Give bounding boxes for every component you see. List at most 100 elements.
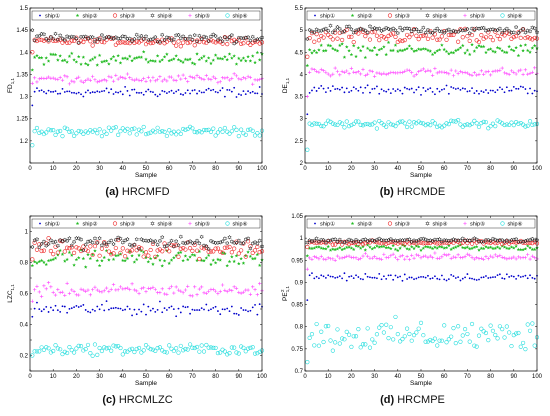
x-tick-label: 60	[441, 374, 448, 380]
data-point	[109, 252, 114, 257]
data-point	[48, 128, 53, 133]
data-point	[257, 250, 262, 255]
data-point	[107, 62, 111, 66]
data-point	[404, 25, 410, 31]
data-point	[326, 43, 331, 47]
data-point	[147, 88, 150, 91]
data-point	[141, 36, 146, 42]
data-point	[219, 313, 222, 316]
data-point	[132, 349, 137, 355]
legend-marker	[188, 13, 192, 18]
data-point	[208, 238, 214, 244]
x-tick-label: 60	[166, 374, 173, 380]
data-point	[530, 46, 535, 50]
data-point	[394, 274, 397, 277]
data-point	[102, 240, 107, 246]
data-point	[307, 237, 312, 243]
data-point	[58, 75, 62, 80]
data-point	[378, 272, 381, 275]
data-point	[218, 56, 223, 61]
data-point	[60, 78, 65, 82]
data-point	[515, 87, 518, 90]
data-point	[324, 70, 328, 75]
data-point	[333, 236, 338, 242]
data-point	[457, 87, 460, 90]
data-point	[353, 237, 359, 243]
data-point	[504, 122, 509, 127]
data-point	[305, 244, 310, 250]
data-point	[409, 244, 414, 249]
data-point	[218, 289, 222, 294]
data-point	[58, 128, 63, 134]
data-point	[213, 33, 218, 39]
data-point	[141, 124, 146, 130]
data-point	[461, 255, 465, 260]
data-point	[88, 58, 93, 62]
data-point	[175, 90, 178, 93]
data-point	[99, 133, 105, 139]
data-point	[463, 246, 467, 250]
data-point	[241, 75, 246, 80]
data-point	[82, 304, 85, 306]
data-point	[467, 30, 472, 36]
data-point	[102, 35, 107, 41]
y-tick-label: 1.5	[20, 6, 29, 12]
data-point	[488, 47, 493, 51]
data-point	[435, 237, 440, 243]
data-point	[463, 70, 467, 75]
data-point	[335, 36, 340, 41]
legend-marker	[500, 221, 505, 226]
data-point	[95, 288, 99, 292]
data-point	[216, 80, 220, 85]
data-point	[379, 237, 384, 243]
data-point	[181, 60, 185, 64]
data-point	[102, 345, 107, 350]
data-point	[169, 238, 174, 244]
data-point	[160, 32, 165, 38]
data-point	[169, 58, 174, 62]
data-point	[400, 70, 405, 75]
data-point	[388, 325, 393, 330]
data-point	[199, 245, 204, 250]
data-point	[53, 293, 58, 297]
data-point	[93, 248, 97, 253]
data-point	[211, 75, 215, 79]
data-point	[97, 345, 102, 351]
data-point	[104, 59, 109, 63]
data-point	[470, 73, 474, 78]
data-point	[106, 34, 112, 40]
data-point	[110, 307, 113, 310]
data-point	[457, 276, 460, 279]
data-point	[146, 75, 151, 80]
data-point	[462, 238, 468, 244]
data-point	[368, 69, 372, 73]
data-point	[414, 241, 419, 246]
series-ship-5	[305, 251, 539, 271]
data-point	[167, 58, 172, 63]
data-point	[328, 240, 333, 245]
data-point	[192, 62, 197, 66]
data-point	[151, 262, 155, 266]
data-point	[404, 32, 410, 38]
data-point	[406, 278, 408, 280]
data-point	[245, 235, 251, 241]
data-point	[78, 344, 84, 349]
data-point	[238, 35, 244, 41]
data-point	[118, 252, 123, 256]
data-point	[257, 263, 262, 267]
data-point	[200, 91, 203, 94]
data-point	[466, 90, 469, 93]
data-point	[416, 237, 421, 243]
data-point	[496, 89, 499, 91]
data-point	[460, 35, 465, 40]
data-point	[495, 254, 500, 259]
data-point	[164, 34, 170, 40]
data-point	[508, 276, 511, 278]
data-point	[30, 27, 35, 33]
data-point	[363, 342, 368, 347]
data-point	[76, 343, 81, 348]
data-point	[46, 59, 51, 63]
data-point	[131, 88, 133, 91]
data-point	[530, 254, 535, 258]
y-tick-label: 0.4	[20, 323, 29, 329]
